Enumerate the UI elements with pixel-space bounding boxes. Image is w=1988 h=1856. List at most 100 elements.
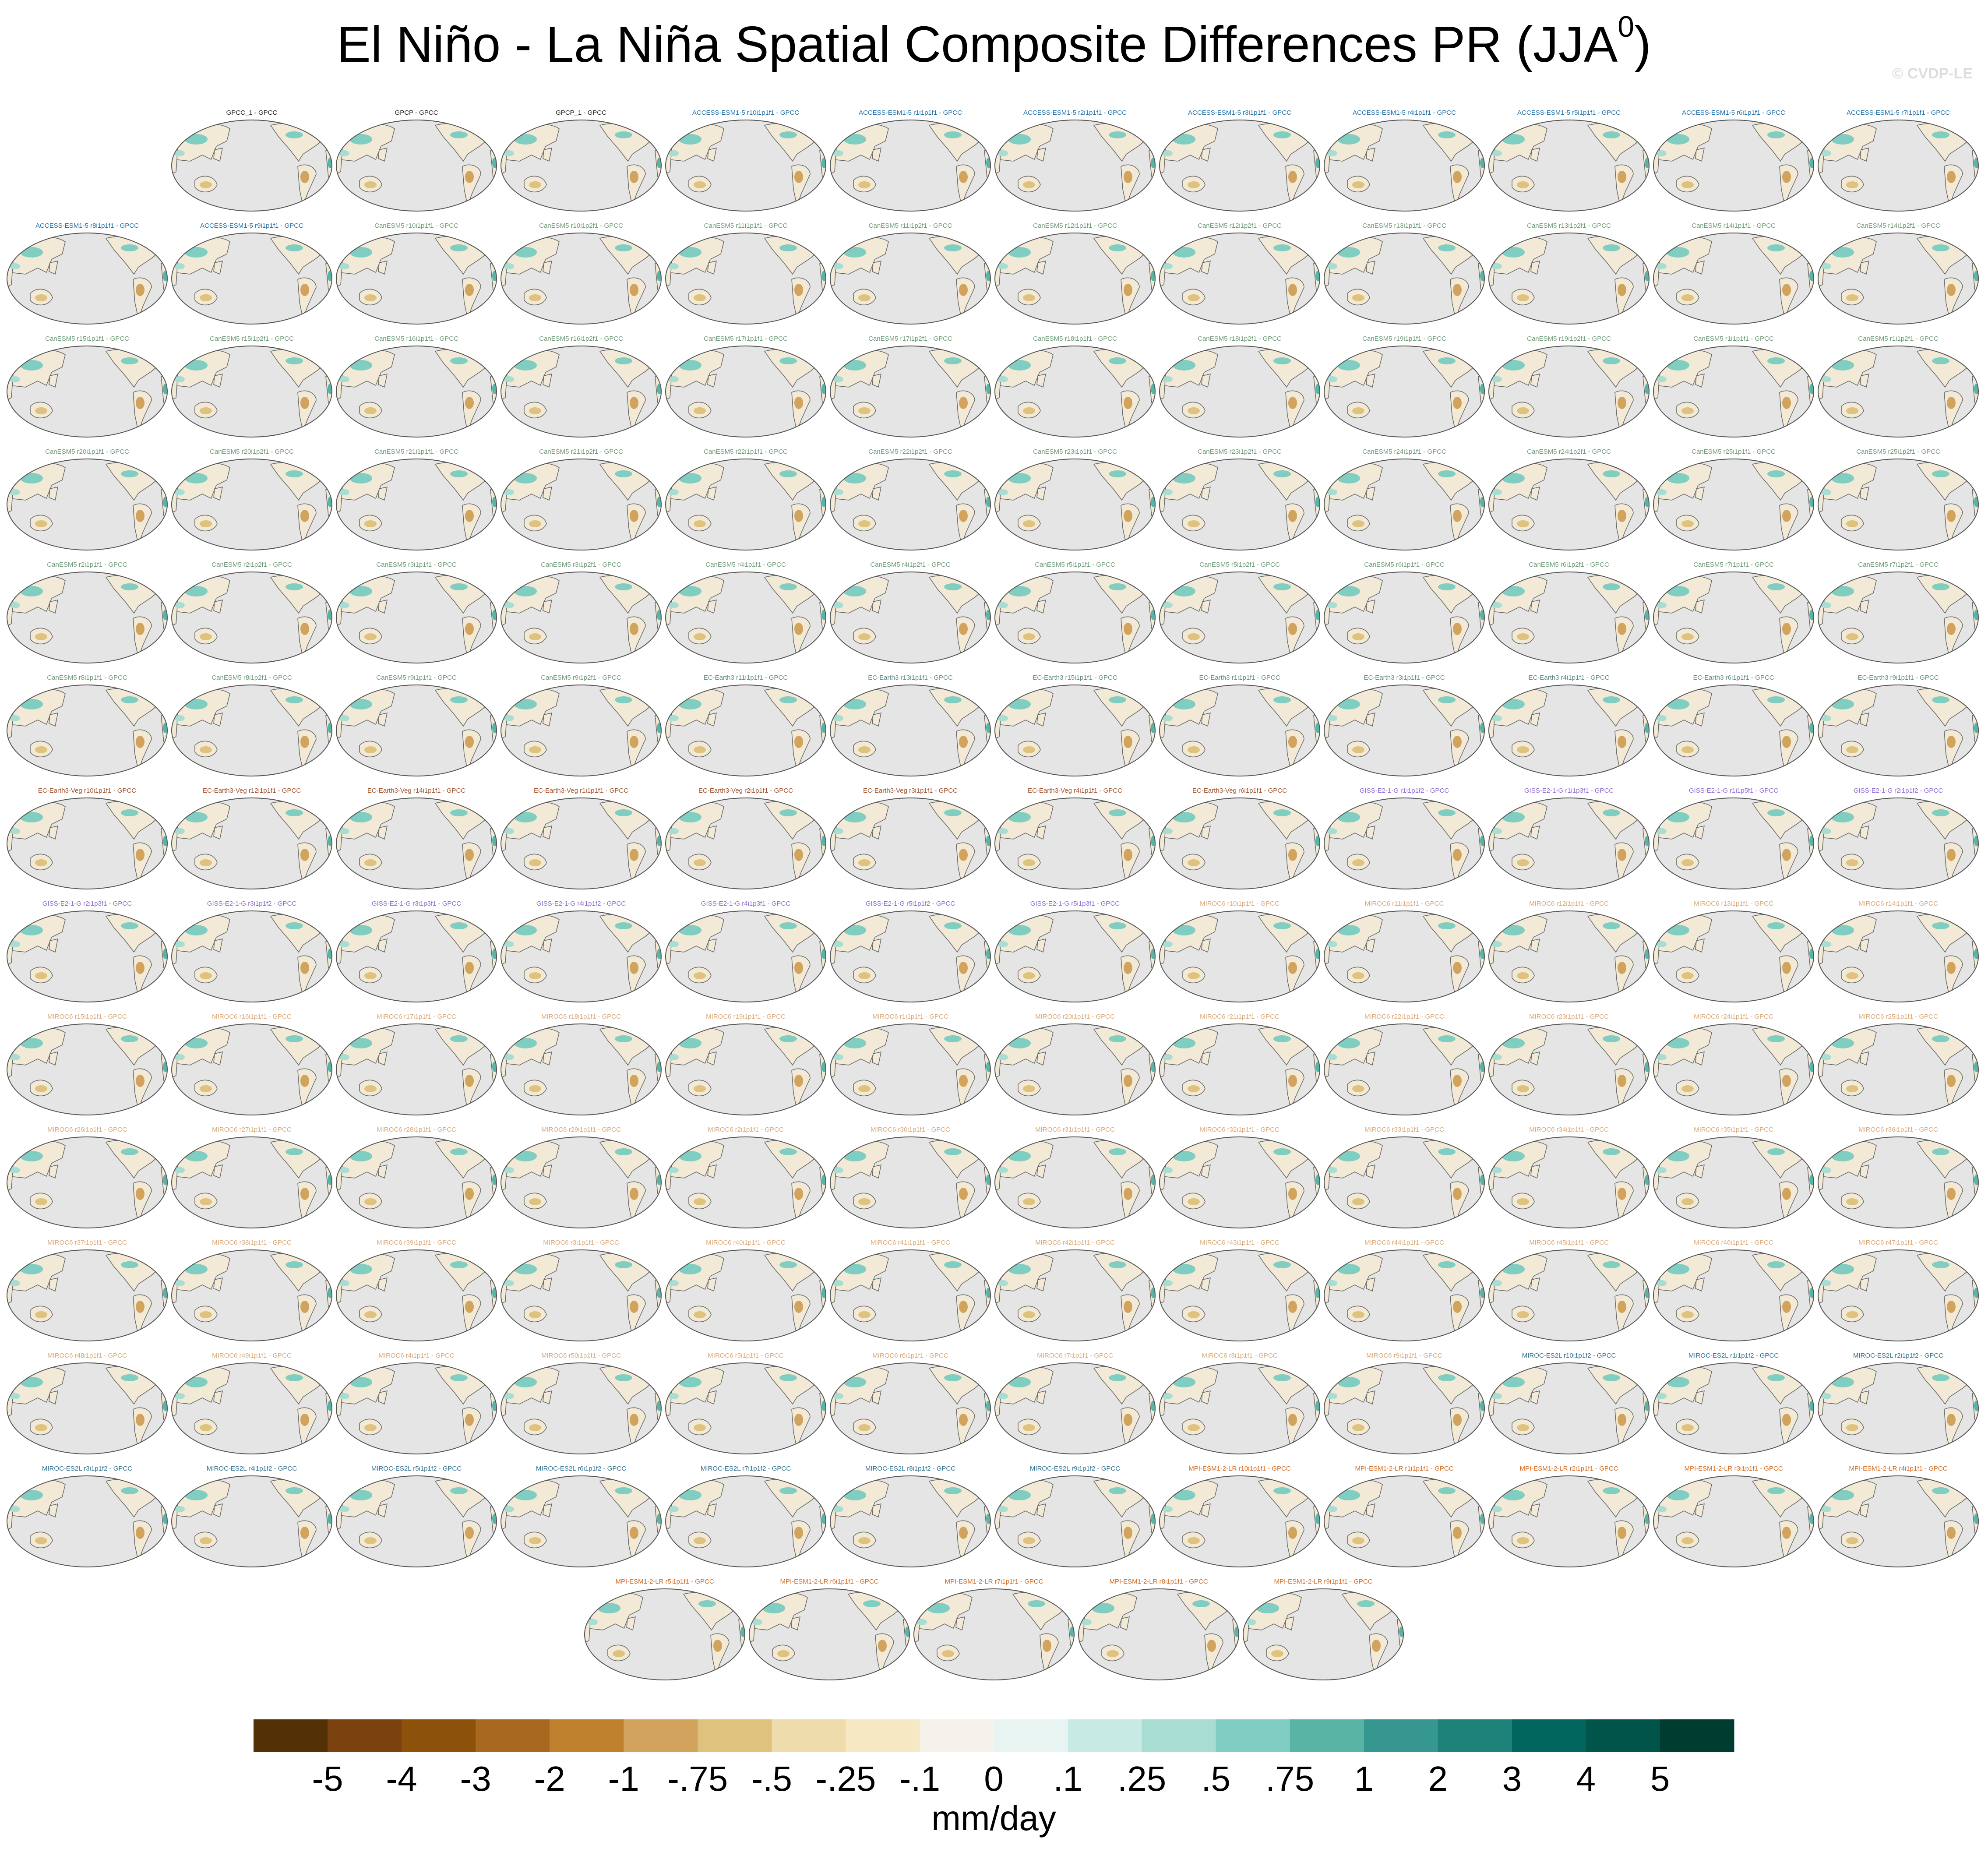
map-panel: MIROC6 r13i1p1f1 - GPCC bbox=[1653, 900, 1815, 1002]
map bbox=[171, 1250, 333, 1341]
map bbox=[1242, 1589, 1404, 1680]
map-panel: CanESM5 r5i1p1f1 - GPCC bbox=[994, 561, 1156, 663]
map bbox=[665, 798, 827, 889]
panel-title: GISS-E2-1-G r1i1p1f2 - GPCC bbox=[1360, 787, 1449, 794]
map-panel: MIROC6 r22i1p1f1 - GPCC bbox=[1323, 1013, 1485, 1115]
map bbox=[829, 1363, 991, 1454]
map-panel: MIROC6 r17i1p1f1 - GPCC bbox=[335, 1013, 497, 1115]
panel-title: GPCP - GPCC bbox=[395, 109, 438, 116]
panel-title: MIROC-ES2L r3i1p1f2 - GPCC bbox=[42, 1465, 132, 1472]
map bbox=[1653, 685, 1815, 776]
map-panel: MIROC6 r33i1p1f1 - GPCC bbox=[1323, 1126, 1485, 1228]
map-panel: MIROC-ES2L r7i1p1f2 - GPCC bbox=[665, 1465, 827, 1567]
map bbox=[335, 459, 497, 550]
map bbox=[1488, 685, 1650, 776]
map-panel: MIROC6 r34i1p1f1 - GPCC bbox=[1488, 1126, 1650, 1228]
map bbox=[1488, 1024, 1650, 1115]
panel-title: MPI-ESM1-2-LR r1i1p1f1 - GPCC bbox=[1355, 1465, 1453, 1472]
map bbox=[584, 1589, 746, 1680]
panel-title: CanESM5 r21i1p1f1 - GPCC bbox=[374, 448, 458, 455]
panel-title: MIROC6 r26i1p1f1 - GPCC bbox=[47, 1126, 127, 1133]
map bbox=[1323, 459, 1485, 550]
panel-title: CanESM5 r23i1p2f1 - GPCC bbox=[1198, 448, 1282, 455]
panel-title: MIROC-ES2L r6i1p1f2 - GPCC bbox=[536, 1465, 626, 1472]
map bbox=[500, 1476, 662, 1567]
map-panel: MIROC6 r20i1p1f1 - GPCC bbox=[994, 1013, 1156, 1115]
map-panel: GPCC_1 - GPCC bbox=[171, 109, 333, 211]
map-panel: CanESM5 r23i1p2f1 - GPCC bbox=[1159, 448, 1321, 550]
map-panel: MIROC6 r32i1p1f1 - GPCC bbox=[1159, 1126, 1321, 1228]
map bbox=[829, 572, 991, 663]
panel-title: MPI-ESM1-2-LR r4i1p1f1 - GPCC bbox=[1849, 1465, 1947, 1472]
map-panel: ACCESS-ESM1-5 r4i1p1f1 - GPCC bbox=[1323, 109, 1485, 211]
panel-title: MIROC6 r50i1p1f1 - GPCC bbox=[541, 1352, 621, 1359]
panel-title: MIROC-ES2L r1i1p1f2 - GPCC bbox=[1688, 1352, 1779, 1359]
title-end: ) bbox=[1634, 16, 1651, 73]
map bbox=[1817, 346, 1979, 437]
colorbar-tick-label: -1 bbox=[608, 1759, 639, 1798]
map bbox=[335, 120, 497, 211]
panel-title: EC-Earth3 r13i1p1f1 - GPCC bbox=[868, 674, 953, 681]
map-panel: CanESM5 r13i1p1f1 - GPCC bbox=[1323, 222, 1485, 324]
panel-title: MIROC6 r15i1p1f1 - GPCC bbox=[47, 1013, 127, 1020]
panel-title: CanESM5 r24i1p1f1 - GPCC bbox=[1362, 448, 1446, 455]
map bbox=[665, 572, 827, 663]
map bbox=[1323, 1024, 1485, 1115]
colorbar-box bbox=[1142, 1719, 1216, 1752]
panel-title: MIROC6 r19i1p1f1 - GPCC bbox=[706, 1013, 786, 1020]
map-panel: MIROC6 r1i1p1f1 - GPCC bbox=[829, 1013, 991, 1115]
map-panel: CanESM5 r15i1p1f1 - GPCC bbox=[6, 335, 168, 437]
panel-title: CanESM5 r14i1p1f1 - GPCC bbox=[1692, 222, 1776, 229]
map-panel: MIROC6 r30i1p1f1 - GPCC bbox=[829, 1126, 991, 1228]
map bbox=[665, 1024, 827, 1115]
panel-title: ACCESS-ESM1-5 r4i1p1f1 - GPCC bbox=[1353, 109, 1456, 116]
panel-title: MPI-ESM1-2-LR r5i1p1f1 - GPCC bbox=[615, 1578, 714, 1585]
map-panel: MIROC6 r3i1p1f1 - GPCC bbox=[500, 1239, 662, 1341]
panel-title: GISS-E2-1-G r2i1p3f1 - GPCC bbox=[42, 900, 132, 907]
map bbox=[913, 1589, 1075, 1680]
map-panel: CanESM5 r16i1p2f1 - GPCC bbox=[500, 335, 662, 437]
colorbar-tick-label: -4 bbox=[386, 1759, 417, 1798]
panel-title: MPI-ESM1-2-LR r7i1p1f1 - GPCC bbox=[945, 1578, 1043, 1585]
colorbar-box bbox=[550, 1719, 624, 1752]
map-panel: EC-Earth3 r13i1p1f1 - GPCC bbox=[829, 674, 991, 776]
map-panel: MPI-ESM1-2-LR r7i1p1f1 - GPCC bbox=[913, 1578, 1075, 1680]
panel-title: MIROC-ES2L r4i1p1f2 - GPCC bbox=[207, 1465, 297, 1472]
panel-title: CanESM5 r3i1p2f1 - GPCC bbox=[541, 561, 621, 568]
map bbox=[6, 1137, 168, 1228]
panel-title: CanESM5 r8i1p1f1 - GPCC bbox=[47, 674, 127, 681]
colorbar-box bbox=[920, 1719, 994, 1752]
panel-title: MIROC6 r3i1p1f1 - GPCC bbox=[543, 1239, 619, 1246]
map-panel: MIROC6 r23i1p1f1 - GPCC bbox=[1488, 1013, 1650, 1115]
map bbox=[171, 1363, 333, 1454]
map-panel: MIROC-ES2L r4i1p1f2 - GPCC bbox=[171, 1465, 333, 1567]
panel-title: EC-Earth3-Veg r3i1p1f1 - GPCC bbox=[863, 787, 958, 794]
panel-title: MIROC6 r43i1p1f1 - GPCC bbox=[1200, 1239, 1280, 1246]
map bbox=[500, 1363, 662, 1454]
map-panel: EC-Earth3-Veg r1i1p1f1 - GPCC bbox=[500, 787, 662, 889]
colorbar-tick-label: -.1 bbox=[899, 1759, 940, 1798]
panel-title: MIROC6 r25i1p1f1 - GPCC bbox=[1858, 1013, 1938, 1020]
map-panel: CanESM5 r2i1p1f1 - GPCC bbox=[6, 561, 168, 663]
panel-title: CanESM5 r13i1p1f1 - GPCC bbox=[1362, 222, 1446, 229]
panel-title: MIROC6 r10i1p1f1 - GPCC bbox=[1200, 900, 1280, 907]
map bbox=[1159, 1476, 1321, 1567]
map bbox=[994, 120, 1156, 211]
map bbox=[1817, 1250, 1979, 1341]
map-panel: MIROC6 r4i1p1f1 - GPCC bbox=[335, 1352, 497, 1454]
map bbox=[335, 798, 497, 889]
panel-title: MIROC6 r44i1p1f1 - GPCC bbox=[1364, 1239, 1444, 1246]
map bbox=[500, 1137, 662, 1228]
map bbox=[500, 572, 662, 663]
panel-title: MIROC6 r7i1p1f1 - GPCC bbox=[1037, 1352, 1113, 1359]
panel-title: CanESM5 r5i1p1f1 - GPCC bbox=[1035, 561, 1115, 568]
map-panel: MIROC6 r29i1p1f1 - GPCC bbox=[500, 1126, 662, 1228]
panel-title: EC-Earth3-Veg r2i1p1f1 - GPCC bbox=[698, 787, 793, 794]
map-panel: MIROC-ES2L r9i1p1f2 - GPCC bbox=[994, 1465, 1156, 1567]
panel-title: MIROC6 r31i1p1f1 - GPCC bbox=[1035, 1126, 1115, 1133]
panel-title: MIROC6 r29i1p1f1 - GPCC bbox=[541, 1126, 621, 1133]
panel-title: ACCESS-ESM1-5 r5i1p1f1 - GPCC bbox=[1517, 109, 1621, 116]
map-panel: EC-Earth3 r4i1p1f1 - GPCC bbox=[1488, 674, 1650, 776]
map bbox=[1653, 798, 1815, 889]
panel-title: MIROC6 r40i1p1f1 - GPCC bbox=[706, 1239, 786, 1246]
